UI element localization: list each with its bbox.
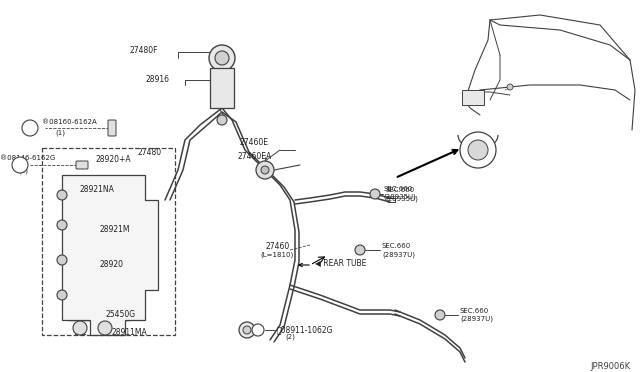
Text: (1): (1) [18, 168, 28, 174]
Circle shape [57, 290, 67, 300]
Circle shape [57, 220, 67, 230]
Polygon shape [62, 175, 158, 335]
Circle shape [468, 140, 488, 160]
Text: ◀ REAR TUBE: ◀ REAR TUBE [315, 258, 366, 267]
Text: SEC.660: SEC.660 [382, 243, 412, 249]
Text: ®08160-6162A: ®08160-6162A [42, 119, 97, 125]
Text: SEC.660: SEC.660 [385, 187, 414, 193]
Text: (2): (2) [285, 334, 295, 340]
Text: SEC.660: SEC.660 [383, 186, 412, 192]
Circle shape [217, 115, 227, 125]
Text: (28937U): (28937U) [460, 316, 493, 323]
Text: 28920: 28920 [100, 260, 124, 269]
Text: (1): (1) [55, 130, 65, 137]
Circle shape [98, 321, 112, 335]
Text: 28920+A: 28920+A [95, 155, 131, 164]
Circle shape [73, 321, 87, 335]
Circle shape [22, 120, 38, 136]
Text: 27480F: 27480F [130, 46, 159, 55]
Circle shape [507, 84, 513, 90]
Circle shape [57, 190, 67, 200]
Text: ®08146-6162G: ®08146-6162G [0, 155, 55, 161]
Text: (L=1810): (L=1810) [260, 251, 293, 257]
Text: (28937U): (28937U) [382, 251, 415, 257]
Circle shape [239, 322, 255, 338]
Circle shape [57, 255, 67, 265]
Text: R: R [26, 122, 30, 127]
Circle shape [370, 189, 380, 199]
Text: 27460EA: 27460EA [238, 152, 272, 161]
Text: 27460E: 27460E [240, 138, 269, 147]
Text: (28935U): (28935U) [383, 194, 416, 201]
Circle shape [215, 51, 229, 65]
FancyBboxPatch shape [76, 161, 88, 169]
Bar [210, 68, 234, 108]
Text: 27480: 27480 [138, 148, 162, 157]
Text: F: F [16, 159, 20, 164]
Text: 28921M: 28921M [100, 225, 131, 234]
Text: 28916: 28916 [145, 75, 169, 84]
Circle shape [252, 324, 264, 336]
Text: (28935U): (28935U) [385, 195, 418, 202]
Bar [462, 90, 484, 105]
Text: ⓝ08911-1062G: ⓝ08911-1062G [277, 325, 333, 334]
Text: 27460: 27460 [265, 242, 289, 251]
Circle shape [435, 310, 445, 320]
Circle shape [460, 132, 496, 168]
Text: JPR9006K: JPR9006K [590, 362, 630, 371]
Text: 28921NA: 28921NA [80, 185, 115, 194]
Circle shape [12, 157, 28, 173]
Text: 25450G: 25450G [105, 310, 135, 319]
Circle shape [243, 326, 251, 334]
Circle shape [256, 161, 274, 179]
Circle shape [355, 245, 365, 255]
Text: N: N [255, 325, 259, 330]
Text: SEC.660: SEC.660 [460, 308, 489, 314]
Circle shape [261, 166, 269, 174]
FancyBboxPatch shape [108, 120, 116, 136]
Circle shape [209, 45, 235, 71]
Text: 28911MA: 28911MA [112, 328, 148, 337]
Bar [42, 148, 175, 335]
